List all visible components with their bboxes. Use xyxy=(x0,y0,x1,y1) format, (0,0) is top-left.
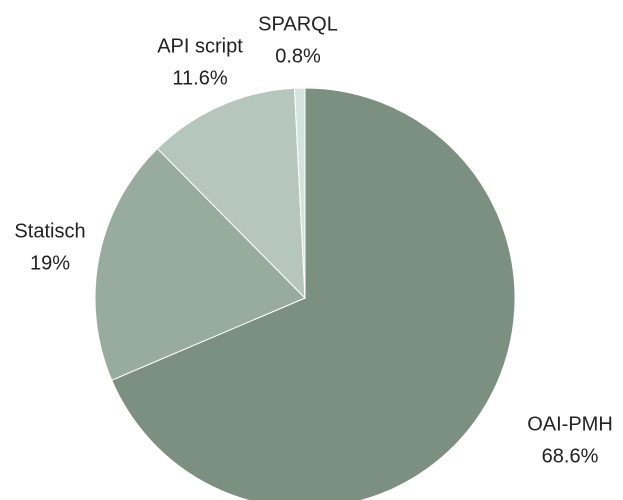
pie-slice xyxy=(156,87,306,300)
slice-label: Statisch xyxy=(14,220,85,242)
slice-value-label: 19% xyxy=(30,252,70,274)
slice-label: API script xyxy=(157,35,243,57)
slice-value-label: 68.6% xyxy=(542,445,599,467)
pie-slice xyxy=(94,147,306,381)
slice-value-label: 0.8% xyxy=(275,45,321,67)
slice-label: SPARQL xyxy=(258,13,338,35)
slice-label: OAI-PMH xyxy=(527,413,613,435)
pie-slice xyxy=(111,87,516,500)
pie-slice xyxy=(293,87,306,299)
slice-value-label: 11.6% xyxy=(172,67,227,89)
